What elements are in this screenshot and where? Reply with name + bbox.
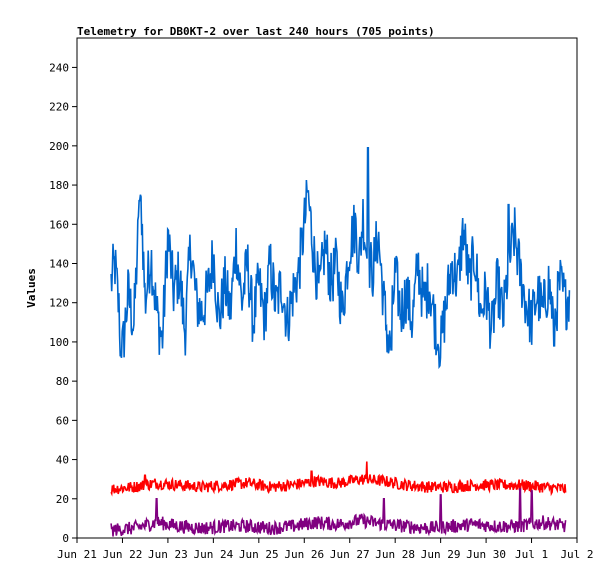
x-tick-label: Jun 30 — [466, 548, 506, 561]
x-tick-label: Jun 24 — [193, 548, 233, 561]
x-tick-label: Jun 27 — [330, 548, 370, 561]
x-tick-label: Jul 2 — [560, 548, 593, 561]
y-tick-label: 220 — [49, 101, 69, 114]
y-tick-label: 160 — [49, 218, 69, 231]
series-group — [110, 147, 571, 537]
series-line-3 — [110, 488, 567, 537]
x-tick-label: Jun 21 — [57, 548, 97, 561]
x-tick-label: Jun 26 — [284, 548, 324, 561]
y-tick-label: 120 — [49, 297, 69, 310]
y-axis-label: Values — [25, 268, 38, 308]
y-tick-label: 60 — [56, 414, 69, 427]
x-tick-label: Jun 25 — [239, 548, 279, 561]
y-tick-label: 240 — [49, 61, 69, 74]
y-axis: 0 20 40 60 80 100 120 140 160 180 200 220 240 — [49, 61, 77, 545]
y-tick-label: 40 — [56, 454, 69, 467]
y-tick-label: 180 — [49, 179, 69, 192]
x-axis: Jun 21 Jun 22 Jun 23 Jun 24 Jun 25 Jun 26 Jun … — [57, 538, 594, 561]
x-tick-label: Jun 28 — [375, 548, 415, 561]
plot-frame — [76, 37, 578, 539]
y-tick-label: 20 — [56, 493, 69, 506]
x-tick-label: Jun 22 — [103, 548, 143, 561]
x-tick-label: Jul 1 — [515, 548, 548, 561]
y-tick-label: 0 — [62, 532, 69, 545]
y-tick-label: 200 — [49, 140, 69, 153]
x-tick-label: Jun 23 — [148, 548, 188, 561]
y-tick-label: 80 — [56, 375, 69, 388]
series-line-2 — [110, 461, 567, 497]
y-tick-label: 140 — [49, 257, 69, 270]
chart-title: Telemetry for DB0KT-2 over last 240 hour… — [77, 25, 435, 38]
y-tick-label: 100 — [49, 336, 69, 349]
series-line-1 — [110, 147, 571, 370]
x-tick-label: Jun 29 — [421, 548, 461, 561]
